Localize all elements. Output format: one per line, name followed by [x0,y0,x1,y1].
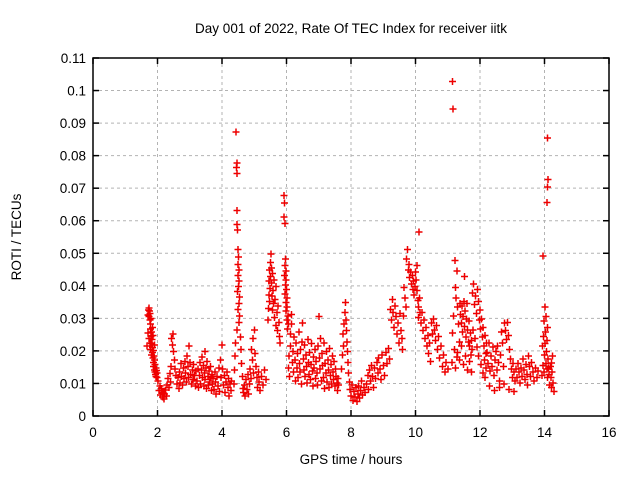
y-tick-label: 0.04 [60,279,87,294]
x-tick-label: 4 [218,425,226,440]
y-tick-label: 0.01 [60,376,86,391]
x-tick-label: 8 [347,425,355,440]
y-tick-label: 0.03 [60,311,86,326]
scatter-points [143,78,558,405]
x-tick-label: 16 [601,425,616,440]
x-axis-label: GPS time / hours [300,452,403,467]
y-tick-label: 0.07 [60,181,86,196]
y-tick-label: 0 [78,409,86,424]
x-tick-label: 12 [472,425,487,440]
y-tick-label: 0.02 [60,344,86,359]
x-tick-label: 2 [154,425,162,440]
y-tick-label: 0.08 [60,149,86,164]
x-tick-label: 0 [89,425,97,440]
chart-title: Day 001 of 2022, Rate Of TEC Index for r… [195,21,507,36]
y-axis-label: ROTI / TECUs [9,193,24,280]
x-tick-label: 14 [537,425,553,440]
y-tick-label: 0.05 [60,246,86,261]
x-tick-label: 6 [283,425,291,440]
y-tick-label: 0.1 [67,84,86,99]
y-tick-label: 0.06 [60,214,86,229]
x-tick-label: 10 [408,425,423,440]
tick-labels: 0 2 4 6 8 10 12 14 16 0 0.01 0.02 0.03 0.04 0.05 0.06 0.… [60,51,617,440]
y-tick-label: 0.11 [61,51,86,66]
axes-and-ticks [92,57,610,417]
y-tick-label: 0.09 [60,116,86,131]
